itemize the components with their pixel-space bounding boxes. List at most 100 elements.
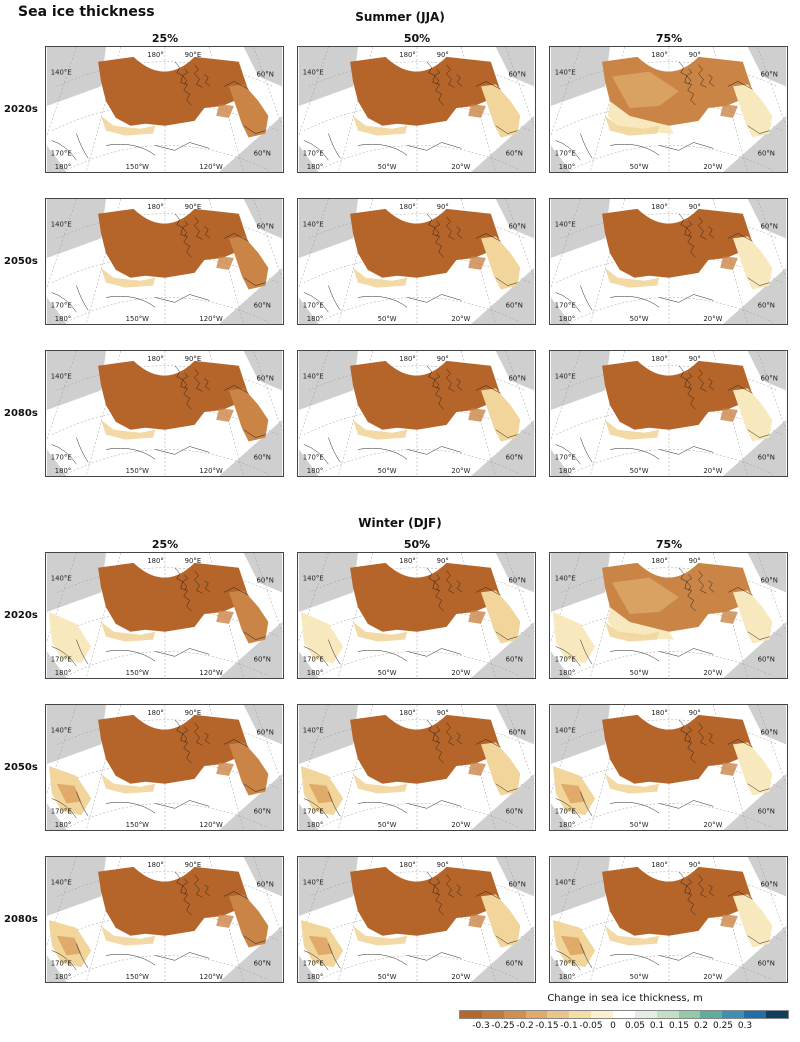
- map-label-lon-right: 20°W: [451, 669, 470, 677]
- map-label-lon-mid: 50°W: [630, 163, 649, 171]
- map-label-60n: 60°N: [761, 881, 778, 889]
- map-label-180-bottom: 180°: [307, 163, 324, 171]
- map-label-180-top: 180°: [147, 557, 164, 565]
- map-label-140e: 140°E: [51, 373, 72, 381]
- map-label-60n: 60°N: [761, 729, 778, 737]
- column-header-0: 25%: [151, 538, 179, 551]
- column-header-2: 75%: [655, 538, 683, 551]
- map-label-90-top: 90°: [689, 51, 701, 59]
- map-panel-summer-2080s-50pct: 180° 90° 140°E 170°E 60°N 180° 50°W 20°W 60°N: [297, 350, 536, 477]
- map-label-90-top: 90°E: [185, 557, 202, 565]
- map-label-lon-right: 20°W: [703, 163, 722, 171]
- map-label-60n: 60°N: [761, 223, 778, 231]
- map-label-60n: 60°N: [257, 881, 274, 889]
- map-label-180-bottom: 180°: [559, 467, 576, 475]
- map-label-170e: 170°E: [51, 149, 72, 157]
- map-label-180-top: 180°: [147, 203, 164, 211]
- map-panel-winter-2050s-50pct: 180° 90° 140°E 170°E 60°N 180° 50°W 20°W 60°N: [297, 704, 536, 831]
- legend-tick-label: -0.15: [535, 1021, 559, 1031]
- map-label-60n-bottom: 60°N: [758, 959, 775, 967]
- map-label-60n-bottom: 60°N: [506, 959, 523, 967]
- map-label-170e: 170°E: [51, 655, 72, 663]
- legend-tick-label: 0: [610, 1021, 616, 1031]
- map-label-lon-mid: 50°W: [378, 163, 397, 171]
- map-label-180-top: 180°: [147, 51, 164, 59]
- season-header: Summer (JJA): [355, 10, 445, 24]
- map-label-60n: 60°N: [509, 881, 526, 889]
- legend-title: Change in sea ice thickness, m: [547, 993, 703, 1004]
- map-label-lon-right: 20°W: [451, 973, 470, 981]
- map-label-60n: 60°N: [761, 577, 778, 585]
- map-label-180-bottom: 180°: [55, 315, 72, 323]
- map-label-60n-bottom: 60°N: [254, 807, 271, 815]
- legend-swatch: [481, 1011, 504, 1018]
- map-label-170e: 170°E: [303, 959, 324, 967]
- legend-tick-label: 0.15: [668, 1021, 690, 1031]
- row-label-2020s: 2020s: [4, 103, 38, 115]
- map-label-lon-mid: 50°W: [630, 973, 649, 981]
- legend-swatch: [722, 1011, 745, 1018]
- map-label-60n: 60°N: [509, 375, 526, 383]
- row-label-2050s: 2050s: [4, 761, 38, 773]
- map-label-lon-mid: 150°W: [126, 821, 150, 829]
- map-panel-summer-2080s-25pct: 180° 90°E 140°E 170°E 60°N 180° 150°W 120°W 60°N: [45, 350, 284, 477]
- map-label-180-top: 180°: [651, 861, 668, 869]
- map-label-140e: 140°E: [303, 727, 324, 735]
- map-label-170e: 170°E: [555, 453, 576, 461]
- map-label-180-bottom: 180°: [559, 669, 576, 677]
- map-label-170e: 170°E: [555, 149, 576, 157]
- map-label-lon-right: 120°W: [199, 821, 223, 829]
- map-label-lon-right: 120°W: [199, 163, 223, 171]
- map-label-140e: 140°E: [303, 221, 324, 229]
- map-label-lon-mid: 150°W: [126, 973, 150, 981]
- legend-swatch: [569, 1011, 592, 1018]
- map-label-140e: 140°E: [555, 373, 576, 381]
- legend-swatch: [656, 1011, 679, 1018]
- map-label-60n: 60°N: [509, 577, 526, 585]
- figure-title: Sea ice thickness: [18, 4, 155, 20]
- map-label-180-top: 180°: [651, 557, 668, 565]
- column-header-1: 50%: [403, 32, 431, 45]
- map-label-90-top: 90°: [689, 861, 701, 869]
- legend-swatch: [634, 1011, 657, 1018]
- map-label-180-top: 180°: [651, 51, 668, 59]
- map-panel-summer-2050s-50pct: 180° 90° 140°E 170°E 60°N 180° 50°W 20°W 60°N: [297, 198, 536, 325]
- map-panel-summer-2020s-50pct: 180° 90° 140°E 170°E 60°N 180° 50°W 20°W 60°N: [297, 46, 536, 173]
- column-header-0: 25%: [151, 32, 179, 45]
- map-label-60n: 60°N: [761, 375, 778, 383]
- map-label-90-top: 90°: [689, 203, 701, 211]
- legend-tick-label: 0.25: [712, 1021, 734, 1031]
- map-label-lon-right: 20°W: [451, 315, 470, 323]
- map-label-180-bottom: 180°: [55, 973, 72, 981]
- legend-tick-label: -0.25: [491, 1021, 515, 1031]
- map-label-180-top: 180°: [399, 355, 416, 363]
- map-label-140e: 140°E: [555, 575, 576, 583]
- map-label-lon-mid: 50°W: [378, 315, 397, 323]
- map-label-lon-right: 20°W: [703, 973, 722, 981]
- map-label-180-bottom: 180°: [55, 467, 72, 475]
- map-label-lon-mid: 50°W: [630, 315, 649, 323]
- map-label-60n-bottom: 60°N: [758, 301, 775, 309]
- map-label-170e: 170°E: [303, 453, 324, 461]
- map-label-lon-mid: 150°W: [126, 315, 150, 323]
- map-label-170e: 170°E: [51, 807, 72, 815]
- map-label-lon-right: 120°W: [199, 315, 223, 323]
- map-label-170e: 170°E: [51, 453, 72, 461]
- map-label-180-top: 180°: [651, 709, 668, 717]
- map-label-180-bottom: 180°: [307, 821, 324, 829]
- map-label-90-top: 90°: [437, 557, 449, 565]
- map-panel-summer-2080s-75pct: 180° 90° 140°E 170°E 60°N 180° 50°W 20°W 60°N: [549, 350, 788, 477]
- map-label-170e: 170°E: [555, 301, 576, 309]
- map-label-180-top: 180°: [399, 861, 416, 869]
- map-label-60n: 60°N: [257, 71, 274, 79]
- legend-tick-label: 0.1: [649, 1021, 665, 1031]
- legend-swatch: [678, 1011, 701, 1018]
- map-label-180-top: 180°: [147, 709, 164, 717]
- legend-tick-label: -0.2: [516, 1021, 534, 1031]
- map-label-90-top: 90°: [437, 203, 449, 211]
- map-label-90-top: 90°E: [185, 203, 202, 211]
- map-label-lon-mid: 150°W: [126, 467, 150, 475]
- legend-swatch: [525, 1011, 548, 1018]
- map-label-140e: 140°E: [51, 69, 72, 77]
- map-label-lon-mid: 50°W: [630, 821, 649, 829]
